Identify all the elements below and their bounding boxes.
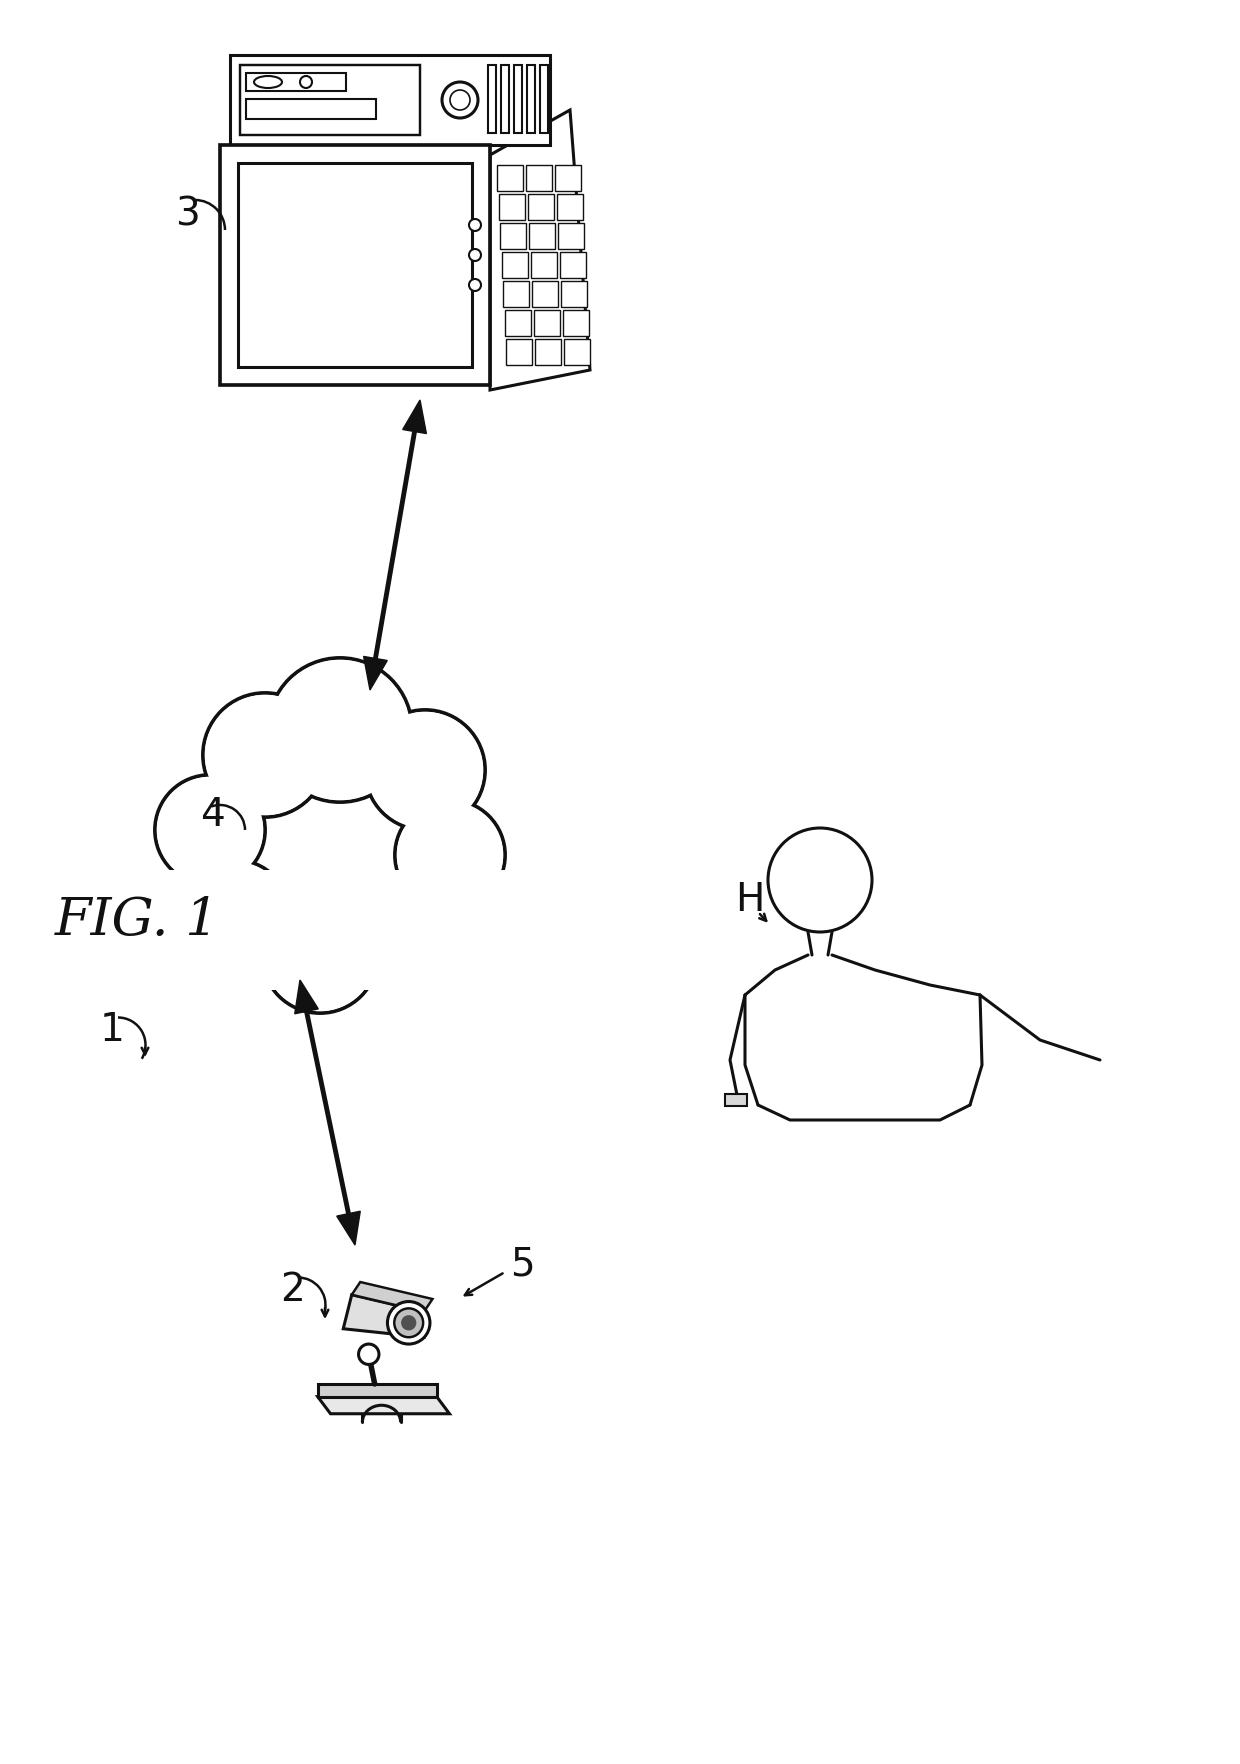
Bar <box>556 166 582 191</box>
Polygon shape <box>317 1385 436 1397</box>
Bar <box>219 145 490 385</box>
Bar <box>557 194 583 220</box>
Text: 2: 2 <box>280 1272 305 1309</box>
Bar <box>229 55 551 145</box>
Bar <box>527 65 534 132</box>
Polygon shape <box>295 981 319 1014</box>
Bar <box>529 222 556 249</box>
Bar <box>246 99 376 118</box>
Circle shape <box>269 660 410 801</box>
Circle shape <box>397 801 503 908</box>
Circle shape <box>469 249 481 261</box>
Bar <box>531 252 557 279</box>
Polygon shape <box>490 109 590 390</box>
Bar <box>505 310 531 335</box>
Text: 1: 1 <box>100 1011 125 1050</box>
Ellipse shape <box>254 76 281 88</box>
Bar <box>497 166 523 191</box>
Bar <box>246 72 346 92</box>
Bar <box>539 65 548 132</box>
Circle shape <box>396 801 505 910</box>
Bar <box>527 194 553 220</box>
Bar <box>241 65 420 136</box>
Bar <box>150 870 510 990</box>
Circle shape <box>182 861 289 968</box>
Text: 4: 4 <box>200 796 224 834</box>
Circle shape <box>156 776 263 884</box>
Bar <box>725 1094 746 1106</box>
Circle shape <box>401 1316 417 1330</box>
Circle shape <box>203 693 327 817</box>
Circle shape <box>205 695 325 815</box>
Polygon shape <box>363 656 387 690</box>
Bar <box>498 194 525 220</box>
Circle shape <box>155 774 265 886</box>
Bar <box>560 280 587 307</box>
Text: FIG. 1: FIG. 1 <box>55 894 219 946</box>
Polygon shape <box>403 400 427 434</box>
Bar <box>532 280 558 307</box>
Bar <box>515 65 522 132</box>
Text: 5: 5 <box>510 1245 534 1284</box>
Circle shape <box>387 1302 430 1344</box>
Bar <box>534 339 560 365</box>
Circle shape <box>441 81 477 118</box>
Bar <box>501 65 508 132</box>
Circle shape <box>358 1344 379 1364</box>
Circle shape <box>469 279 481 291</box>
Circle shape <box>365 880 465 981</box>
Circle shape <box>363 878 467 983</box>
Bar <box>500 222 526 249</box>
Bar <box>503 280 529 307</box>
Circle shape <box>367 711 484 829</box>
Circle shape <box>365 709 485 831</box>
Text: 3: 3 <box>175 196 200 235</box>
Polygon shape <box>343 1295 424 1337</box>
Bar <box>526 166 552 191</box>
Circle shape <box>268 658 412 803</box>
Bar <box>563 310 589 335</box>
Bar <box>506 339 532 365</box>
Bar <box>559 252 585 279</box>
Circle shape <box>768 827 872 931</box>
Polygon shape <box>317 1397 449 1413</box>
Circle shape <box>450 90 470 109</box>
Bar <box>533 310 559 335</box>
Bar <box>564 339 590 365</box>
Polygon shape <box>352 1282 433 1312</box>
Circle shape <box>264 898 376 1011</box>
Polygon shape <box>337 1212 361 1245</box>
Bar <box>501 252 527 279</box>
Bar <box>558 222 584 249</box>
Circle shape <box>180 861 290 970</box>
Bar <box>238 162 472 367</box>
Circle shape <box>394 1309 423 1337</box>
Bar <box>489 65 496 132</box>
Circle shape <box>469 219 481 231</box>
Text: H: H <box>735 880 764 919</box>
Circle shape <box>300 76 312 88</box>
Circle shape <box>262 898 378 1013</box>
